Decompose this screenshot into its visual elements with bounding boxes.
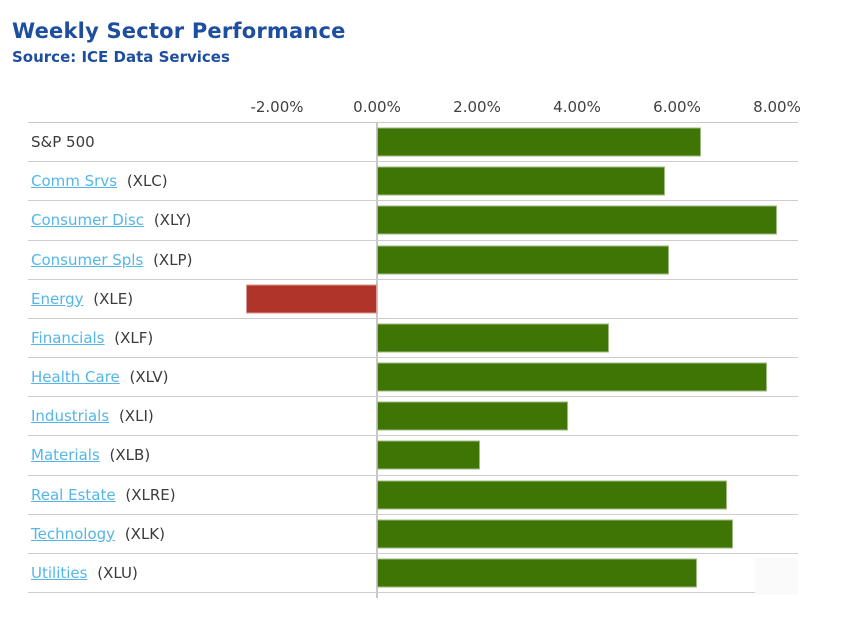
sector-link[interactable]: Consumer Spls	[31, 250, 144, 269]
sector-row: Health Care (XLV)	[28, 358, 798, 398]
sector-row: Materials (XLB)	[28, 436, 798, 476]
sector-link[interactable]: Financials	[31, 328, 105, 347]
x-axis-tick-label: 0.00%	[353, 98, 401, 116]
sector-ticker: (XLI)	[118, 407, 154, 426]
performance-bar	[377, 245, 669, 275]
sector-link[interactable]: Health Care	[31, 368, 120, 387]
sector-label: S&P 500	[28, 133, 95, 151]
x-axis: -2.00% 0.00% 2.00% 4.00% 6.00% 8.00%	[28, 92, 801, 123]
chart-subtitle: Source: ICE Data Services	[12, 48, 230, 66]
sector-link[interactable]: Energy	[31, 289, 84, 308]
sector-link[interactable]: Real Estate	[31, 485, 116, 504]
performance-bar	[377, 519, 733, 549]
sector-ticker: (XLC)	[126, 172, 168, 191]
performance-bar	[377, 480, 727, 510]
sector-ticker: (XLP)	[153, 250, 193, 269]
x-axis-tick-label: 6.00%	[653, 98, 701, 116]
x-axis-tick-label: 4.00%	[553, 98, 601, 116]
faint-watermark	[755, 558, 798, 595]
performance-bar	[377, 166, 665, 196]
x-axis-tick-label: 2.00%	[453, 98, 501, 116]
performance-bar	[377, 127, 701, 157]
sector-row: Consumer Spls (XLP)	[28, 241, 798, 280]
sector-row: Industrials (XLI)	[28, 397, 798, 437]
chart-title: Weekly Sector Performance	[12, 19, 346, 43]
sector-row: Technology (XLK)	[28, 515, 798, 554]
sector-label: Technology (XLK)	[28, 525, 165, 543]
sector-row: Energy (XLE)	[28, 280, 798, 319]
chart-rows: S&P 500 Comm Srvs (XLC) Consumer Disc (X…	[28, 123, 798, 593]
x-axis-tick-label: 8.00%	[753, 98, 801, 116]
sector-link[interactable]: Utilities	[31, 563, 88, 582]
sector-row: Real Estate (XLRE)	[28, 476, 798, 515]
sector-label: Real Estate (XLRE)	[28, 486, 176, 504]
sector-label: Health Care (XLV)	[28, 368, 169, 386]
sector-performance-chart: -2.00% 0.00% 2.00% 4.00% 6.00% 8.00% S&P 500 …	[28, 92, 801, 602]
sector-ticker: (XLK)	[124, 524, 165, 543]
sector-row: Utilities (XLU)	[28, 554, 798, 593]
sector-ticker: (XLV)	[129, 368, 169, 387]
sector-label: Materials (XLB)	[28, 446, 150, 464]
sector-ticker: (XLB)	[109, 446, 151, 465]
sector-row: Comm Srvs (XLC)	[28, 162, 798, 202]
sector-label: Financials (XLF)	[28, 329, 153, 347]
performance-bar	[377, 362, 767, 392]
sector-row: Financials (XLF)	[28, 319, 798, 358]
sector-row: S&P 500	[28, 123, 798, 163]
sector-label: Consumer Disc (XLY)	[28, 211, 191, 229]
performance-bar	[377, 440, 480, 470]
sector-label: Comm Srvs (XLC)	[28, 172, 168, 190]
sector-link[interactable]: Technology	[31, 524, 116, 543]
sector-row: Consumer Disc (XLY)	[28, 201, 798, 241]
sector-ticker: (XLY)	[153, 211, 192, 230]
x-axis-tick-label: -2.00%	[250, 98, 304, 116]
sector-label: Utilities (XLU)	[28, 564, 138, 582]
performance-bar	[377, 205, 777, 235]
performance-bar	[377, 558, 697, 588]
sector-name: S&P 500	[31, 133, 95, 152]
zero-axis-line	[376, 122, 378, 598]
performance-bar	[377, 401, 568, 431]
sector-link[interactable]: Comm Srvs	[31, 172, 118, 191]
performance-bar	[246, 284, 377, 314]
sector-link[interactable]: Materials	[31, 446, 100, 465]
performance-bar	[377, 323, 609, 353]
sector-label: Industrials (XLI)	[28, 407, 154, 425]
sector-link[interactable]: Consumer Disc	[31, 211, 145, 230]
sector-label: Energy (XLE)	[28, 290, 133, 308]
sector-link[interactable]: Industrials	[31, 407, 110, 426]
sector-ticker: (XLE)	[93, 289, 134, 308]
sector-ticker: (XLU)	[97, 563, 138, 582]
sector-ticker: (XLRE)	[125, 485, 176, 504]
sector-ticker: (XLF)	[114, 328, 154, 347]
sector-label: Consumer Spls (XLP)	[28, 251, 192, 269]
